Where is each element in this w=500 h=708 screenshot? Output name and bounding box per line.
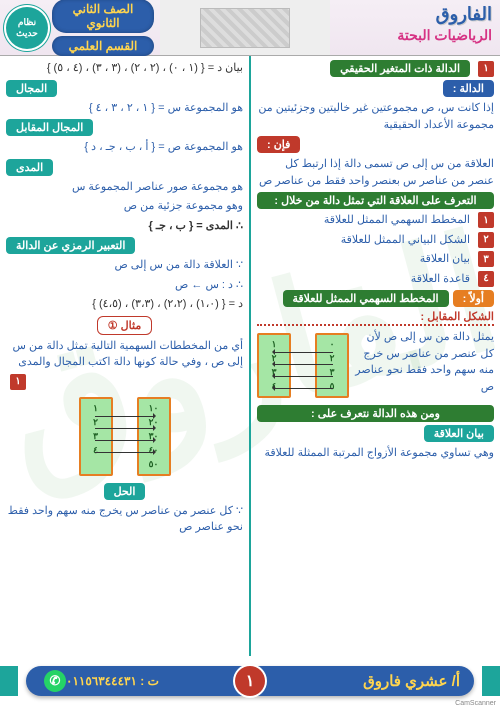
solution-text: ∵ كل عنصر من عناصر س يخرج منه سهم واحد ف… bbox=[6, 503, 243, 536]
item-num-2: ٢ bbox=[478, 232, 494, 248]
right-column: ١ الدالة ذات المتغير الحقيقي الدالة : إذ… bbox=[251, 56, 500, 656]
range-eq: ∴ المدى = { ب ، جـ } bbox=[6, 218, 243, 235]
relation-label: بيان العلاقة bbox=[424, 425, 494, 442]
sym-1: ∵ العلاقة دالة من س إلى ص bbox=[6, 257, 243, 274]
item-3: بيان العلاقة bbox=[420, 251, 470, 268]
subject-title: الرياضيات البحتة bbox=[338, 27, 492, 44]
left-column: بيان د = { (١ ، ٠) ، (٢ ، ٢) ، (٣ ، ٣) ،… bbox=[0, 56, 249, 656]
footer-bar: أ/ عشري فاروق ١ ت : ٠١١٥٦٣٤٤٤٣١ ✆ bbox=[26, 666, 474, 696]
codomain-text: هو المجموعة ص = { أ ، ب ، جـ ، د } bbox=[6, 139, 243, 156]
item-num-4: ٤ bbox=[478, 271, 494, 287]
bayan-set: بيان د = { (١ ، ٠) ، (٢ ، ٢) ، (٣ ، ٣) ،… bbox=[6, 60, 243, 77]
arrow-diagram-2: ١٠ ٢٠ ٣٠ ٤٠ ٥٠ ١ ٢ ٣ ٤ bbox=[6, 397, 243, 476]
range-text-1: هو مجموعة صور عناصر المجموعة س bbox=[6, 179, 243, 196]
sym-3: د = { (١،٠) ، (٢،٢) ، (٣،٣) ، (٤،٥) } bbox=[6, 296, 243, 313]
sym-2: ∴ د : س ← ص bbox=[6, 277, 243, 294]
example-text: أي من المخططات السهمية التالية تمثل دالة… bbox=[6, 338, 243, 371]
item-num-3: ٣ bbox=[478, 251, 494, 267]
author-name: أ/ عشري فاروق bbox=[363, 672, 460, 690]
first-label: أولاً : bbox=[453, 290, 494, 307]
section-number: ١ bbox=[478, 61, 494, 77]
column-divider bbox=[249, 56, 251, 656]
item-2: الشكل البياني الممثل للعلاقة bbox=[341, 232, 470, 249]
grade-pill: الصف الثاني الثانوي bbox=[52, 0, 154, 33]
d1-arrows bbox=[273, 341, 333, 401]
arrow-diagram-1: ٠ ٢ ٣ ٥ ١ ٢ ٣ ٤ bbox=[257, 333, 349, 398]
domain-label: المجال bbox=[6, 80, 57, 97]
page-number: ١ bbox=[235, 666, 265, 696]
page-footer: أ/ عشري فاروق ١ ت : ٠١١٥٦٣٤٤٤٣١ ✆ bbox=[0, 662, 500, 700]
domain-text: هو المجموعة س = { ١ ، ٢ ، ٣ ، ٤ } bbox=[6, 100, 243, 117]
whatsapp-icon: ✆ bbox=[44, 670, 66, 692]
item-num-1: ١ bbox=[478, 212, 494, 228]
shape-text: يمثل دالة من س إلى ص لأن كل عنصر من عناص… bbox=[355, 329, 494, 402]
from-label: ومن هذه الدالة نتعرف على : bbox=[257, 405, 494, 422]
header-photo-placeholder bbox=[200, 8, 290, 48]
recognize-label: التعرف على العلاقة التي تمثل دالة من خلا… bbox=[257, 192, 494, 209]
definition-label: الدالة : bbox=[443, 80, 494, 97]
section-pill: القسم العلمي bbox=[52, 36, 154, 56]
page-header: الفاروق الرياضيات البحتة الصف الثاني الث… bbox=[0, 0, 500, 56]
brand-title: الفاروق bbox=[338, 4, 492, 25]
header-image-area bbox=[160, 0, 330, 55]
header-grade-block: الصف الثاني الثانوي القسم العلمي نظام حد… bbox=[0, 0, 160, 55]
first-text: المخطط السهمي الممثل للعلاقة bbox=[283, 290, 449, 307]
phone-number: ت : ٠١١٥٦٣٤٤٤٣١ bbox=[66, 674, 159, 688]
header-title-block: الفاروق الرياضيات البحتة bbox=[330, 0, 500, 55]
d2-arrows bbox=[95, 405, 155, 465]
item-1: المخطط السهمي الممثل للعلاقة bbox=[324, 212, 470, 229]
fan-text: العلاقة من س إلى ص تسمى دالة إذا ارتبط ك… bbox=[257, 156, 494, 189]
system-badge: نظام حديث bbox=[6, 7, 48, 49]
item-4: قاعدة العلاقة bbox=[411, 271, 470, 288]
example-number: ١ bbox=[10, 374, 26, 390]
codomain-label: المجال المقابل bbox=[6, 119, 93, 136]
shape-label: الشكل المقابل : bbox=[257, 310, 494, 326]
range-label: المدى bbox=[6, 159, 53, 176]
fan-label: فإن : bbox=[257, 136, 300, 153]
symbolic-label: التعبير الرمزي عن الدالة bbox=[6, 237, 135, 254]
solution-label: الحل bbox=[104, 483, 146, 500]
definition-text: إذا كانت س، ص مجموعتين غير خاليتين وجزئي… bbox=[257, 100, 494, 133]
example-label: مثال ① bbox=[97, 316, 152, 335]
scanner-watermark: CamScanner bbox=[455, 700, 496, 707]
content-columns: ١ الدالة ذات المتغير الحقيقي الدالة : إذ… bbox=[0, 56, 500, 656]
main-heading: الدالة ذات المتغير الحقيقي bbox=[330, 60, 470, 77]
relation-text: وهي تساوي مجموعة الأزواج المرتبة الممثلة… bbox=[257, 445, 494, 462]
range-text-2: وهو مجموعة جزئية من ص bbox=[6, 198, 243, 215]
